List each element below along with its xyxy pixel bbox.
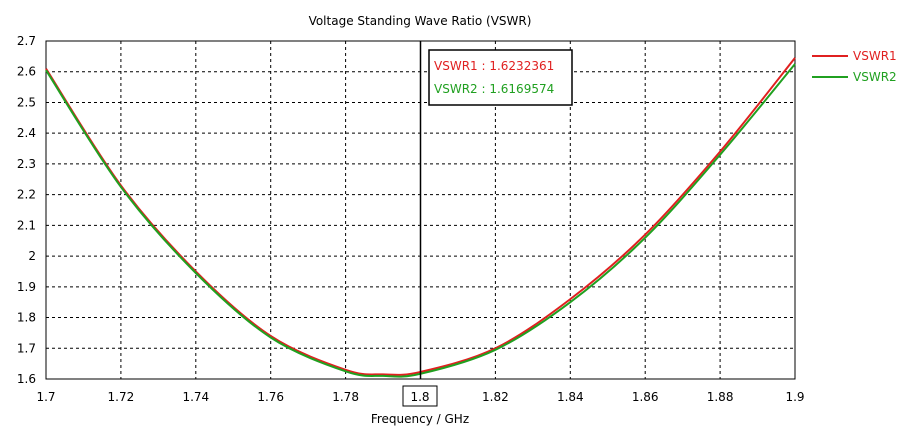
series-lines <box>45 57 796 378</box>
y-tick-label: 1.6 <box>17 372 36 386</box>
series-line-vswr2 <box>45 63 796 378</box>
marker-readout-frame <box>428 49 573 106</box>
x-tick-label: 1.72 <box>108 390 135 404</box>
y-tick-label: 2.4 <box>17 126 36 140</box>
y-tick-label: 2 <box>28 249 36 263</box>
marker-x-label-text: 1.8 <box>410 390 429 404</box>
x-tick-label: 1.88 <box>707 390 734 404</box>
chart-title: Voltage Standing Wave Ratio (VSWR) <box>309 14 532 28</box>
legend: VSWR1 VSWR2 <box>812 49 897 84</box>
x-tick-label: 1.76 <box>257 390 284 404</box>
y-tick-label: 1.8 <box>17 311 36 325</box>
x-tick-label: 1.7 <box>36 390 55 404</box>
y-axis-ticks: 1.6 1.7 1.8 1.9 2 2.1 2.2 2.3 2.4 2.5 2.6 2.7 <box>17 34 36 386</box>
marker-readout-vswr2: VSWR2 : 1.6169574 <box>434 82 554 96</box>
x-tick-label: 1.82 <box>482 390 509 404</box>
x-tick-label: 1.86 <box>632 390 659 404</box>
marker-readout-vswr1: VSWR1 : 1.6232361 <box>434 59 554 73</box>
y-tick-label: 2.1 <box>17 218 36 232</box>
x-axis-ticks: 1.7 1.72 1.74 1.76 1.78 1.82 1.84 1.86 1.88 1.9 <box>36 390 804 404</box>
y-tick-label: 2.6 <box>17 65 36 79</box>
legend-label-vswr1: VSWR1 <box>853 49 897 63</box>
y-tick-label: 1.7 <box>17 341 36 355</box>
x-tick-label: 1.74 <box>182 390 209 404</box>
marker-x-label: 1.8 <box>402 385 438 407</box>
y-tick-label: 1.9 <box>17 280 36 294</box>
y-tick-label: 2.2 <box>17 188 36 202</box>
marker-x-label-frame <box>402 385 438 407</box>
x-axis-label: Frequency / GHz <box>371 412 469 426</box>
legend-label-vswr2: VSWR2 <box>853 70 897 84</box>
y-tick-label: 2.5 <box>17 95 36 109</box>
y-tick-label: 2.7 <box>17 34 36 48</box>
marker-readout-box: VSWR1 : 1.6232361 VSWR2 : 1.6169574 <box>428 49 573 106</box>
x-tick-label: 1.9 <box>785 390 804 404</box>
x-tick-label: 1.84 <box>557 390 584 404</box>
y-tick-label: 2.3 <box>17 157 36 171</box>
x-tick-label: 1.78 <box>332 390 359 404</box>
